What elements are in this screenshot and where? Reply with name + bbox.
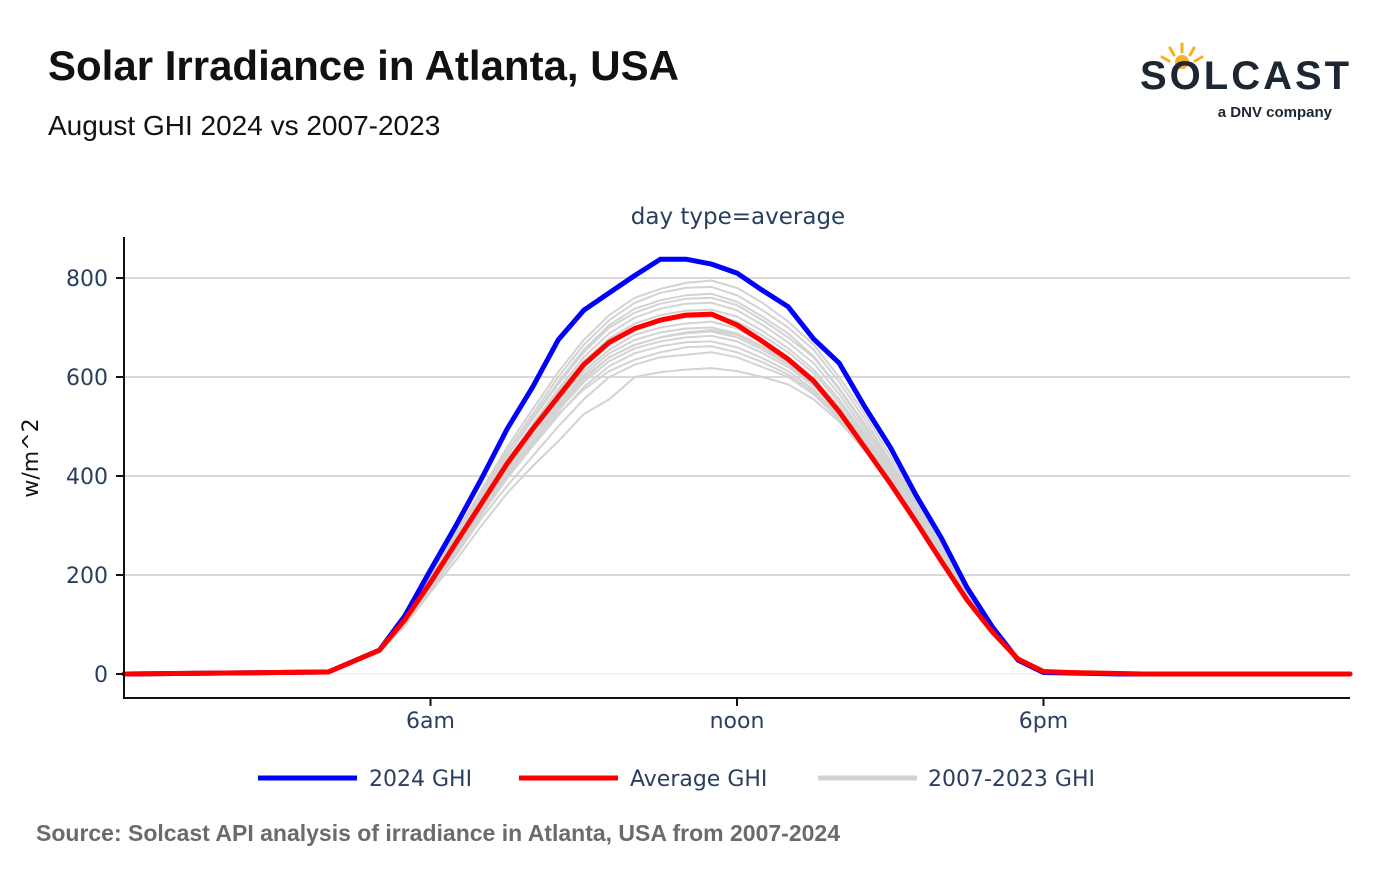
legend: 2024 GHI Average GHI 2007-2023 GHI xyxy=(258,767,1095,792)
x-tick-label: noon xyxy=(710,709,765,734)
brand-name: SOLCAST xyxy=(1140,54,1353,98)
history-line-2021 xyxy=(123,313,1350,675)
history-line-2023 xyxy=(123,308,1350,675)
history-line-2016 xyxy=(123,330,1350,675)
y-axis-label: w/m^2 xyxy=(19,418,44,497)
panel-title: day type=average xyxy=(631,204,845,230)
history-line-2019 xyxy=(123,292,1350,675)
y-tick-label: 200 xyxy=(66,564,108,589)
sun-logo-icon xyxy=(1160,42,1204,69)
y-tick-label: 0 xyxy=(94,663,108,688)
legend-item-average[interactable]: Average GHI xyxy=(519,767,767,792)
history-line-2008 xyxy=(123,296,1350,675)
history-line-2009 xyxy=(123,351,1350,675)
y-tick-label: 400 xyxy=(66,465,108,490)
y-ticks: 0 200 400 600 800 xyxy=(66,267,124,688)
legend-label-average: Average GHI xyxy=(630,767,767,792)
history-lines xyxy=(123,279,1350,675)
series-line-average xyxy=(121,311,1353,677)
x-ticks: 6am noon 6pm xyxy=(406,698,1068,734)
history-line-2017 xyxy=(123,301,1350,675)
history-line-2015 xyxy=(123,320,1350,675)
history-line-2012 xyxy=(123,345,1350,675)
history-line-2018 xyxy=(123,340,1350,675)
source-note: Source: Solcast API analysis of irradian… xyxy=(36,820,841,846)
axes xyxy=(123,237,1350,699)
brand-logo: SOLCAST a DNV company xyxy=(1130,40,1349,130)
history-line-2014 xyxy=(123,279,1350,675)
main-lines xyxy=(121,256,1353,677)
page-title: Solar Irradiance in Atlanta, USA xyxy=(48,42,679,89)
history-line-2007 xyxy=(123,329,1350,675)
history-line-2022 xyxy=(123,334,1350,675)
brand-tagline: a DNV company xyxy=(1217,104,1332,121)
legend-item-history[interactable]: 2007-2023 GHI xyxy=(818,767,1095,792)
legend-label-history: 2007-2023 GHI xyxy=(928,767,1095,792)
x-tick-label: 6am xyxy=(406,709,455,734)
y-tick-label: 600 xyxy=(66,366,108,391)
x-tick-label: 6pm xyxy=(1019,709,1068,734)
history-line-2013 xyxy=(123,367,1350,675)
legend-item-2024[interactable]: 2024 GHI xyxy=(258,767,472,792)
history-line-2010 xyxy=(123,285,1350,675)
page-subtitle: August GHI 2024 vs 2007-2023 xyxy=(48,110,441,141)
y-tick-label: 800 xyxy=(66,267,108,292)
history-line-2020 xyxy=(123,326,1350,675)
legend-label-2024: 2024 GHI xyxy=(369,767,472,792)
